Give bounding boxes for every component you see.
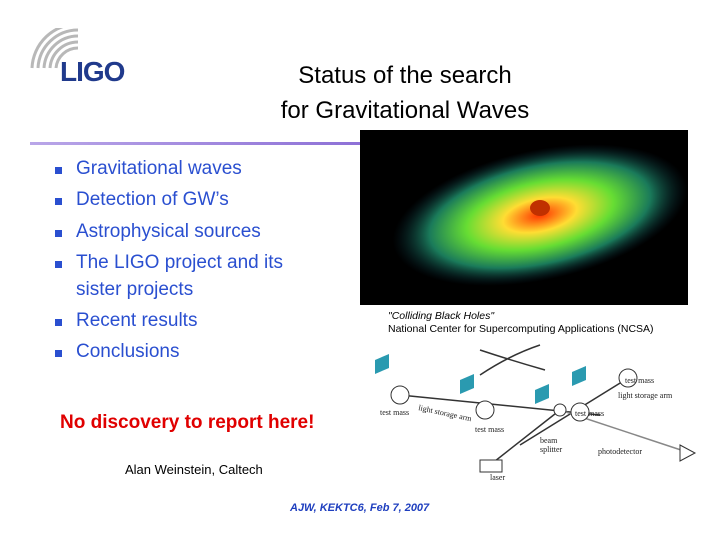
- bullet: Detection of GW’s: [76, 189, 229, 210]
- bullet-marker: [55, 230, 62, 237]
- bullet-marker: [55, 319, 62, 326]
- diagram-label: test mass: [575, 409, 604, 418]
- diagram-label: splitter: [540, 445, 563, 454]
- logo-arcs: [30, 28, 79, 69]
- diagram-label: test mass: [475, 425, 504, 434]
- diagram-label: beam: [540, 436, 558, 445]
- author: Alan Weinstein, Caltech: [125, 462, 263, 477]
- bullet: Gravitational waves: [76, 158, 242, 179]
- bullet: sister projects: [76, 279, 194, 300]
- bullet-marker: [55, 350, 62, 357]
- bullet: Astrophysical sources: [76, 221, 261, 242]
- bullet-marker: [55, 198, 62, 205]
- diagram-label: photodetector: [598, 447, 642, 456]
- logo: LIGO: [60, 56, 125, 87]
- bullet: Conclusions: [76, 341, 180, 362]
- caption: National Center for Supercomputing Appli…: [388, 323, 654, 335]
- diagram-label: laser: [490, 473, 505, 482]
- footer: AJW, KEKTC6, Feb 7, 2007: [290, 502, 430, 514]
- diagram-label: test mass: [625, 376, 654, 385]
- diagram-label: test mass: [380, 408, 409, 417]
- title-line: for Gravitational Waves: [280, 97, 530, 124]
- caption: "Colliding Black Holes": [388, 310, 495, 322]
- divider: [30, 142, 370, 145]
- bullet-marker: [55, 261, 62, 268]
- highlight: No discovery to report here!: [60, 412, 315, 433]
- diagram-label: light storage arm: [618, 391, 673, 400]
- diagram-label: light storage arm: [418, 403, 474, 423]
- bullet: Recent results: [76, 310, 198, 331]
- bullet-marker: [55, 167, 62, 174]
- black-hole-image: [360, 130, 688, 305]
- title-line: Status of the search: [298, 62, 512, 89]
- bullet: The LIGO project and its: [76, 252, 283, 273]
